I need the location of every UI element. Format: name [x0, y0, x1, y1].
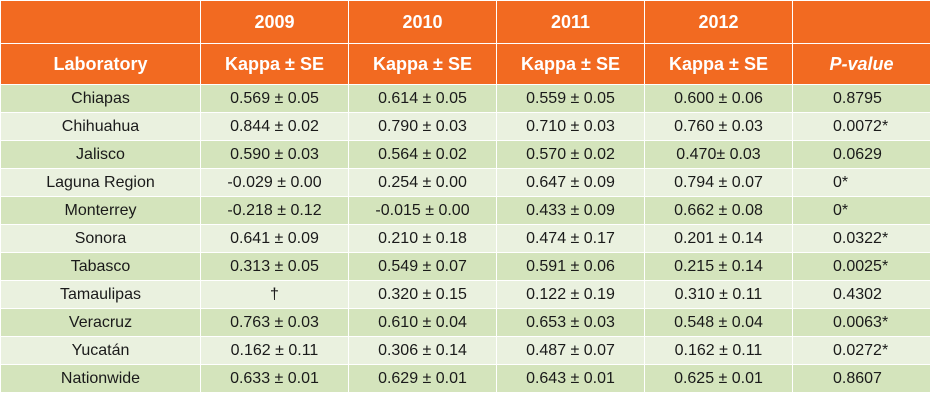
kappa-2010-cell: -0.015 ± 0.00: [348, 196, 497, 225]
kappa-2011-cell: 0.653 ± 0.03: [496, 308, 645, 337]
kappa-2011-cell: 0.433 ± 0.09: [496, 196, 645, 225]
laboratory-cell: Chihuahua: [0, 112, 201, 141]
kappa-2009-cell: 0.844 ± 0.02: [200, 112, 349, 141]
kappa-2012-cell: 0.794 ± 0.07: [644, 168, 793, 197]
table-row: Laguna Region -0.029 ± 0.00 0.254 ± 0.00…: [0, 168, 931, 197]
kappa-2010-cell: 0.306 ± 0.14: [348, 336, 497, 365]
table-row: Chihuahua 0.844 ± 0.02 0.790 ± 0.03 0.71…: [0, 112, 931, 141]
kappa-2012-cell: 0.548 ± 0.04: [644, 308, 793, 337]
kappa-header-2011: Kappa ± SE: [496, 43, 645, 85]
kappa-2010-cell: 0.610 ± 0.04: [348, 308, 497, 337]
kappa-2009-cell: 0.590 ± 0.03: [200, 140, 349, 169]
kappa-2012-cell: 0.760 ± 0.03: [644, 112, 793, 141]
year-header-row: 2009 2010 2011 2012: [0, 0, 931, 44]
kappa-2011-cell: 0.474 ± 0.17: [496, 224, 645, 253]
kappa-2011-cell: 0.122 ± 0.19: [496, 280, 645, 309]
kappa-2012-cell: 0.215 ± 0.14: [644, 252, 793, 281]
kappa-2012-cell: 0.470± 0.03: [644, 140, 793, 169]
year-header-blank-pvalue: [792, 0, 931, 44]
kappa-2011-cell: 0.591 ± 0.06: [496, 252, 645, 281]
kappa-2011-cell: 0.710 ± 0.03: [496, 112, 645, 141]
year-header-2010: 2010: [348, 0, 497, 44]
kappa-2012-cell: 0.310 ± 0.11: [644, 280, 793, 309]
table-row: Nationwide 0.633 ± 0.01 0.629 ± 0.01 0.6…: [0, 364, 931, 393]
laboratory-cell: Nationwide: [0, 364, 201, 393]
table-row: Monterrey -0.218 ± 0.12 -0.015 ± 0.00 0.…: [0, 196, 931, 225]
year-header-2011: 2011: [496, 0, 645, 44]
table-row: Tabasco 0.313 ± 0.05 0.549 ± 0.07 0.591 …: [0, 252, 931, 281]
kappa-2009-cell: †: [200, 280, 349, 309]
laboratory-cell: Tamaulipas: [0, 280, 201, 309]
kappa-2011-cell: 0.647 ± 0.09: [496, 168, 645, 197]
pvalue-cell: 0.0629: [792, 140, 931, 169]
pvalue-cell: 0.8607: [792, 364, 931, 393]
kappa-2012-cell: 0.662 ± 0.08: [644, 196, 793, 225]
pvalue-cell: 0.4302: [792, 280, 931, 309]
laboratory-cell: Veracruz: [0, 308, 201, 337]
kappa-2009-cell: 0.763 ± 0.03: [200, 308, 349, 337]
laboratory-cell: Monterrey: [0, 196, 201, 225]
kappa-2010-cell: 0.254 ± 0.00: [348, 168, 497, 197]
pvalue-cell: 0.0322*: [792, 224, 931, 253]
pvalue-cell: 0.0072*: [792, 112, 931, 141]
kappa-2009-cell: -0.029 ± 0.00: [200, 168, 349, 197]
kappa-2010-cell: 0.320 ± 0.15: [348, 280, 497, 309]
table-row: Jalisco 0.590 ± 0.03 0.564 ± 0.02 0.570 …: [0, 140, 931, 169]
kappa-2009-cell: -0.218 ± 0.12: [200, 196, 349, 225]
kappa-header-2010: Kappa ± SE: [348, 43, 497, 85]
kappa-2011-cell: 0.559 ± 0.05: [496, 84, 645, 113]
laboratory-cell: Tabasco: [0, 252, 201, 281]
kappa-2011-cell: 0.643 ± 0.01: [496, 364, 645, 393]
table-row: Chiapas 0.569 ± 0.05 0.614 ± 0.05 0.559 …: [0, 84, 931, 113]
pvalue-cell: 0.0272*: [792, 336, 931, 365]
kappa-2011-cell: 0.487 ± 0.07: [496, 336, 645, 365]
kappa-2010-cell: 0.629 ± 0.01: [348, 364, 497, 393]
pvalue-cell: 0*: [792, 168, 931, 197]
kappa-2012-cell: 0.600 ± 0.06: [644, 84, 793, 113]
kappa-2012-cell: 0.625 ± 0.01: [644, 364, 793, 393]
pvalue-header: P-value: [792, 43, 931, 85]
laboratory-cell: Jalisco: [0, 140, 201, 169]
table-row: Veracruz 0.763 ± 0.03 0.610 ± 0.04 0.653…: [0, 308, 931, 337]
kappa-2012-cell: 0.201 ± 0.14: [644, 224, 793, 253]
laboratory-header: Laboratory: [0, 43, 201, 85]
kappa-2009-cell: 0.633 ± 0.01: [200, 364, 349, 393]
kappa-2009-cell: 0.641 ± 0.09: [200, 224, 349, 253]
kappa-2010-cell: 0.210 ± 0.18: [348, 224, 497, 253]
pvalue-cell: 0*: [792, 196, 931, 225]
kappa-2009-cell: 0.569 ± 0.05: [200, 84, 349, 113]
laboratory-cell: Yucatán: [0, 336, 201, 365]
year-header-2012: 2012: [644, 0, 793, 44]
pvalue-cell: 0.0025*: [792, 252, 931, 281]
kappa-2010-cell: 0.790 ± 0.03: [348, 112, 497, 141]
kappa-2011-cell: 0.570 ± 0.02: [496, 140, 645, 169]
kappa-header-2012: Kappa ± SE: [644, 43, 793, 85]
column-header-row: Laboratory Kappa ± SE Kappa ± SE Kappa ±…: [0, 43, 931, 85]
kappa-header-2009: Kappa ± SE: [200, 43, 349, 85]
kappa-2012-cell: 0.162 ± 0.11: [644, 336, 793, 365]
table-row: Sonora 0.641 ± 0.09 0.210 ± 0.18 0.474 ±…: [0, 224, 931, 253]
table-row: Tamaulipas † 0.320 ± 0.15 0.122 ± 0.19 0…: [0, 280, 931, 309]
laboratory-cell: Laguna Region: [0, 168, 201, 197]
year-header-blank: [0, 0, 201, 44]
kappa-2009-cell: 0.162 ± 0.11: [200, 336, 349, 365]
laboratory-cell: Chiapas: [0, 84, 201, 113]
laboratory-cell: Sonora: [0, 224, 201, 253]
kappa-2010-cell: 0.549 ± 0.07: [348, 252, 497, 281]
table-row: Yucatán 0.162 ± 0.11 0.306 ± 0.14 0.487 …: [0, 336, 931, 365]
year-header-2009: 2009: [200, 0, 349, 44]
kappa-2010-cell: 0.564 ± 0.02: [348, 140, 497, 169]
pvalue-cell: 0.8795: [792, 84, 931, 113]
kappa-2009-cell: 0.313 ± 0.05: [200, 252, 349, 281]
kappa-2010-cell: 0.614 ± 0.05: [348, 84, 497, 113]
pvalue-cell: 0.0063*: [792, 308, 931, 337]
